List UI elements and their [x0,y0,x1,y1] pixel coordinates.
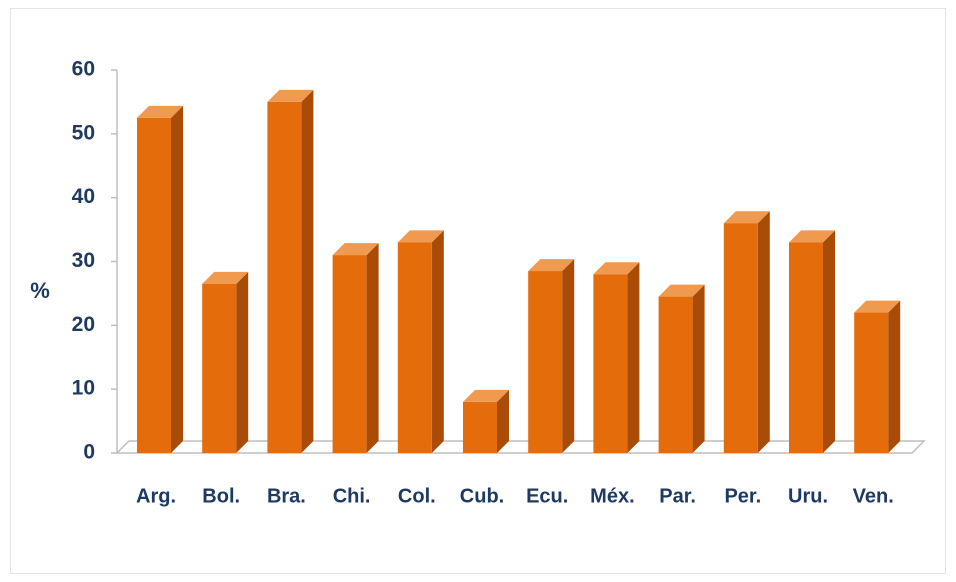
x-category-label: Cub. [460,485,504,507]
x-category-label: Bol. [202,485,240,507]
y-tick-label: 30 [72,249,95,272]
bar-top-face [137,105,183,118]
bar-side-face [171,105,183,453]
bar-top-face [789,230,835,243]
y-tick-label: 0 [83,441,95,464]
bar-front-face [593,274,628,453]
chart-floor [115,440,926,454]
bar [658,284,705,453]
bar-front-face [332,255,367,453]
bar-front-face [658,296,693,453]
x-category-label: Uru. [788,485,828,507]
y-tick-label: 20 [72,313,95,336]
x-category-label: Ven. [853,485,894,507]
bar-front-face [267,101,302,454]
x-category-label: Chi. [333,485,371,507]
bar [202,271,249,453]
x-category-label: Méx. [590,485,634,507]
bar-front-face [463,401,497,453]
bar-side-face [823,230,835,453]
bar-top-face [658,284,705,297]
bar [528,259,575,453]
x-category-label: Ecu. [526,485,568,507]
y-axis-label: % [30,278,50,303]
bar [593,262,640,453]
bar-side-face [888,300,901,453]
bar-top-face [593,262,640,275]
bar-top-face [723,211,770,224]
bar-side-face [692,284,705,453]
x-axis-labels: Arg. Bol. Bra. Chi. Col. Cub. Ecu. Méx. Par. Per.… [136,485,894,507]
bar-side-face [627,262,640,453]
bar-front-face [528,271,563,453]
bar-top-face [267,89,314,102]
y-tick-label: 50 [72,121,95,144]
y-tick-label: 10 [72,377,95,400]
bar-side-face [366,243,379,453]
bar [137,105,183,453]
y-axis: 0 10 20 30 40 50 60 [72,58,118,464]
x-category-label: Arg. [136,485,176,507]
bar [397,230,444,453]
chart-floor-plane [115,440,926,454]
x-category-label: Bra. [267,485,306,507]
bar [789,230,835,453]
bar [463,389,509,453]
x-category-label: Col. [398,485,436,507]
bar-front-face [397,242,432,453]
y-tick-label: 40 [72,185,95,208]
bar-side-face [757,211,770,453]
bar-front-face [137,117,171,453]
bar-front-face [723,223,758,453]
x-category-label: Par. [659,485,696,507]
bar-top-face [202,271,249,284]
bar-top-face [528,259,575,272]
bar [332,243,379,453]
bars [137,89,901,454]
bar-side-face [301,89,314,454]
bar-top-face [397,230,444,243]
bar-side-face [562,259,575,453]
bar-front-face [202,283,237,453]
bar-top-face [463,389,509,402]
bar-front-face [789,242,823,453]
bar-front-face [854,312,889,453]
bar-side-face [431,230,444,453]
bar [267,89,314,454]
bar [723,211,770,453]
y-tick-label: 60 [72,58,95,81]
bar-side-face [236,271,249,453]
bar [854,300,901,453]
x-category-label: Per. [724,485,761,507]
bar-side-face [497,389,509,453]
bar-top-face [854,300,901,313]
bar-top-face [332,243,379,256]
